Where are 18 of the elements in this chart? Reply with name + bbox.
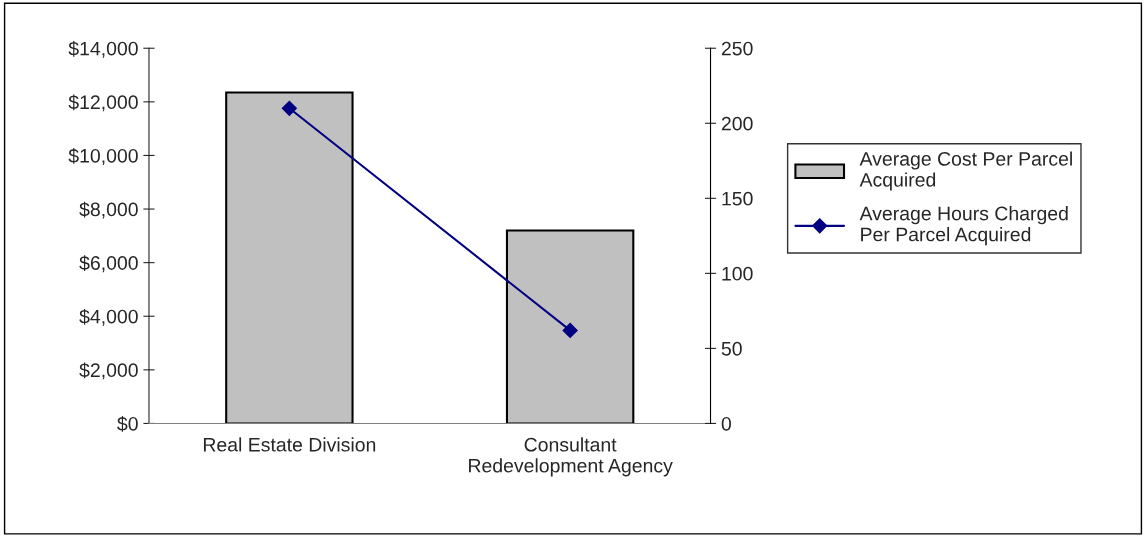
y2-tick-label: 150 <box>722 191 753 206</box>
y2-tick-label: 100 <box>722 266 753 281</box>
legend-label: Average Hours Charged Per Parcel Acquired <box>859 206 1068 246</box>
x-tick-label: Consultant Redevelopment Agency <box>469 437 673 477</box>
y2-tick-label: 200 <box>721 116 753 131</box>
y-tick-label: $12,000 <box>68 94 138 112</box>
y-tick-label: $2,000 <box>79 362 138 380</box>
y-tick-label: $8,000 <box>79 201 138 219</box>
y2-tick-label: 250 <box>721 41 753 56</box>
y2-tick-label: 50 <box>721 341 742 356</box>
y2-tick-label: 0 <box>721 416 731 431</box>
y-tick-label: $0 <box>117 416 138 432</box>
y-tick-label: $6,000 <box>79 255 138 273</box>
x-tick-label: Real Estate Division <box>203 437 376 452</box>
y-tick-label: $4,000 <box>79 308 138 326</box>
y-tick-label: $14,000 <box>68 40 138 58</box>
legend-label: Average Cost Per Parcel Acquired <box>859 151 1072 191</box>
y-tick-label: $10,000 <box>68 148 138 165</box>
